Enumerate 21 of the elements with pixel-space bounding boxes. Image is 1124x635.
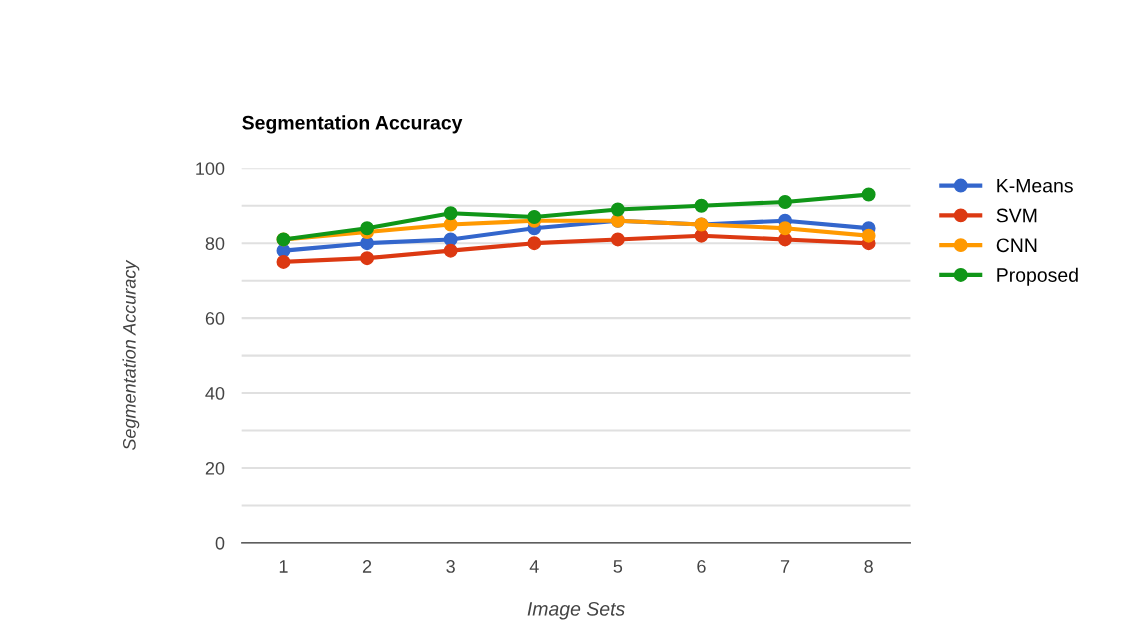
- x-tick-label: 4: [529, 560, 539, 573]
- y-tick-label: 80: [205, 237, 225, 250]
- x-tick-label: 5: [613, 560, 623, 573]
- y-tick-label: 60: [205, 312, 225, 325]
- legend-label: SVM: [996, 208, 1037, 223]
- y-axis-title: Segmentation Accuracy: [122, 259, 140, 451]
- legend-label: CNN: [996, 238, 1037, 253]
- x-tick-label: 2: [362, 560, 372, 573]
- y-tick-label: 20: [205, 461, 225, 475]
- chart-title: Segmentation Accuracy: [242, 115, 463, 134]
- legend-label: K-Means: [997, 179, 1073, 193]
- y-tick-label: 0: [215, 536, 225, 550]
- x-tick-label: 3: [446, 560, 455, 573]
- y-tick-label: 100: [196, 162, 225, 175]
- x-tick-label: 8: [864, 560, 873, 573]
- x-tick-label: 7: [780, 560, 790, 573]
- x-tick-label: 6: [697, 560, 706, 573]
- y-tick-label: 40: [205, 387, 225, 400]
- legend-label: Proposed: [997, 267, 1078, 286]
- x-axis-title: Image Sets: [527, 601, 625, 620]
- x-tick-label: 1: [279, 560, 288, 573]
